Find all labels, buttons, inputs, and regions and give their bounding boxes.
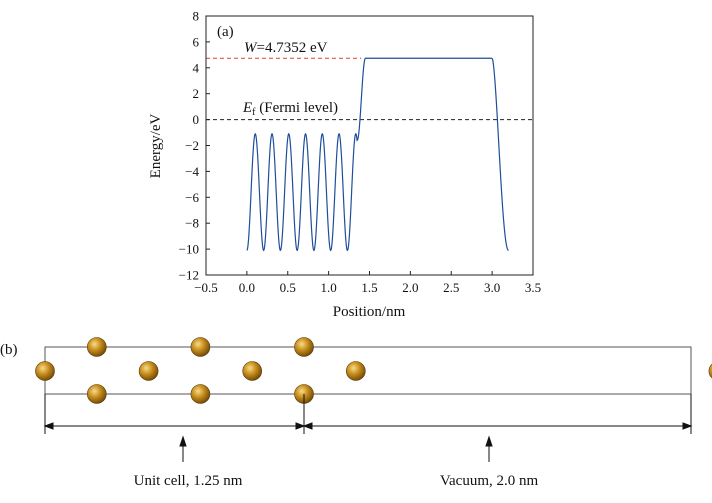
panel-label-a: (a) <box>217 24 234 40</box>
vacuum-left-arrowhead <box>302 422 313 430</box>
y-tick-label: −4 <box>185 164 199 179</box>
atom <box>87 337 107 357</box>
x-axis-ticks: −0.5 0.0 0.5 1.0 1.5 2.0 2.5 3.0 3.5 <box>194 271 541 295</box>
y-tick-label: 0 <box>193 112 200 127</box>
fermi-symbol: E <box>242 100 252 116</box>
x-tick-label: 2.5 <box>443 280 459 295</box>
work-function-value: =4.7352 eV <box>257 40 328 56</box>
unit-cell-label: Unit cell, 1.25 nm <box>134 473 243 489</box>
y-tick-label: 8 <box>193 9 200 24</box>
x-tick-label: 1.0 <box>321 280 337 295</box>
x-tick-label: 3.0 <box>484 280 500 295</box>
reference-lines <box>206 57 533 121</box>
fermi-subscript: f <box>252 107 256 118</box>
y-tick-label: −8 <box>185 216 199 231</box>
y-tick-label: −2 <box>185 138 199 153</box>
atoms-group <box>35 337 712 404</box>
dimension-lines <box>43 394 693 462</box>
unit-cell-pointer-head <box>179 435 187 447</box>
atom <box>190 337 211 357</box>
work-function-label: W=4.7352 eV <box>244 40 328 56</box>
unit-cell-left-arrowhead <box>43 422 54 430</box>
work-function-symbol: W <box>244 40 258 56</box>
x-tick-label: −0.5 <box>194 280 218 295</box>
panel-label-b: (b) <box>0 342 18 358</box>
x-tick-label: 0.0 <box>239 280 255 295</box>
series-line-potential <box>246 57 509 252</box>
atom <box>294 337 314 357</box>
atom <box>138 361 159 381</box>
y-tick-label: 6 <box>193 34 200 49</box>
x-axis-label: Position/nm <box>333 304 406 320</box>
y-tick-label: 4 <box>193 60 200 75</box>
vacuum-pointer-head <box>485 435 493 447</box>
atom <box>345 361 366 381</box>
fermi-level-label: Ef (Fermi level) <box>242 100 338 118</box>
atom <box>708 363 712 379</box>
vacuum-label: Vacuum, 2.0 nm <box>440 473 539 489</box>
atom <box>35 361 55 381</box>
chart-panel-a: −0.5 0.0 0.5 1.0 1.5 2.0 2.5 3.0 3.5 −12−10−8−6−… <box>148 9 541 321</box>
atom <box>242 361 262 381</box>
y-tick-label: −6 <box>185 190 199 205</box>
structure-panel-b: (b) Unit cell, 1.25 nm Vacuum, 2.0 nm <box>0 337 712 489</box>
y-tick-label: −12 <box>179 268 199 283</box>
vacuum-right-arrowhead <box>682 422 693 430</box>
x-tick-label: 0.5 <box>280 280 296 295</box>
y-axis-label: Energy/eV <box>148 113 164 178</box>
x-tick-label: 3.5 <box>525 280 541 295</box>
unit-cell-right-arrowhead <box>295 422 306 430</box>
y-tick-label: 2 <box>193 86 200 101</box>
atom <box>87 384 107 404</box>
y-tick-label: −10 <box>179 242 199 257</box>
x-tick-label: 2.0 <box>402 280 418 295</box>
y-axis-ticks: −12 −10 −8 −6 −4 −2 0 2 4 6 8 <box>179 9 210 283</box>
x-tick-label: 1.5 <box>361 280 377 295</box>
fermi-text: (Fermi level) <box>256 100 338 116</box>
atom <box>190 384 211 404</box>
